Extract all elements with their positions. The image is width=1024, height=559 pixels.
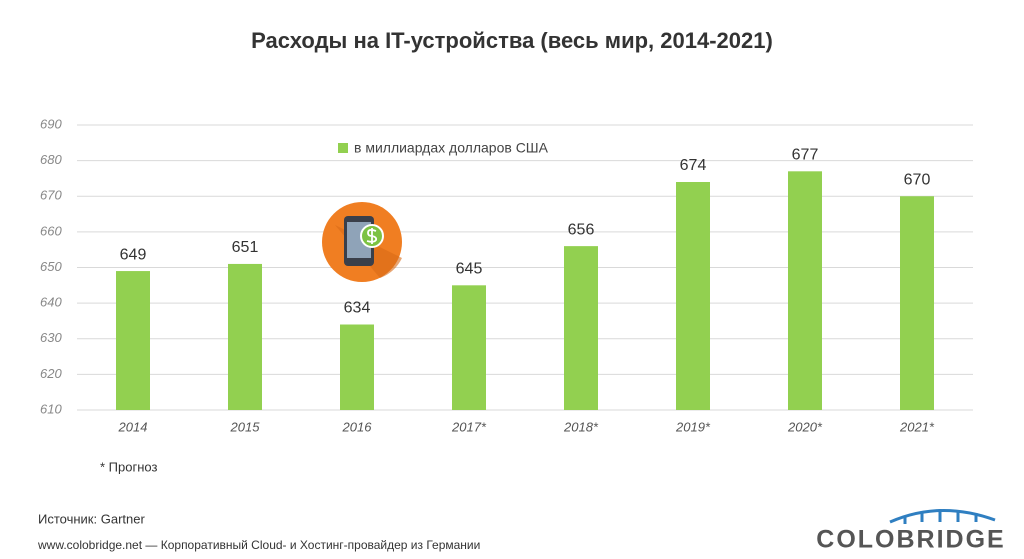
value-label: 634 <box>344 300 371 317</box>
y-tick-label: 640 <box>40 295 62 310</box>
phone-icon <box>322 202 402 282</box>
bar <box>900 196 934 410</box>
legend-swatch <box>338 143 348 153</box>
x-tick-label: 2016 <box>342 419 373 434</box>
chart-title: Расходы на IT-устройства (весь мир, 2014… <box>251 28 773 53</box>
legend-label: в миллиардах долларов США <box>354 140 549 156</box>
value-label: 670 <box>904 171 931 188</box>
bar <box>452 285 486 410</box>
bar <box>788 171 822 410</box>
x-tick-label: 2021* <box>899 419 935 434</box>
value-label: 649 <box>120 246 147 263</box>
value-label: 651 <box>232 239 259 256</box>
footer: www.colobridge.net — Корпоративный Cloud… <box>37 538 480 552</box>
x-tick-label: 2018* <box>563 419 599 434</box>
y-tick-label: 610 <box>40 401 62 416</box>
footnote: * Прогноз <box>100 459 157 474</box>
bar <box>116 271 150 410</box>
y-tick-label: 680 <box>40 152 62 167</box>
y-tick-label: 670 <box>40 188 62 203</box>
logo: COLOBRIDGE <box>816 526 1005 554</box>
logo-arcs <box>889 508 996 524</box>
x-tick-label: 2014 <box>118 419 148 434</box>
x-tick-label: 2020* <box>787 419 823 434</box>
x-tick-label: 2015 <box>230 419 261 434</box>
value-label: 656 <box>568 221 595 238</box>
y-tick-label: 690 <box>40 116 62 131</box>
x-tick-label: 2017* <box>451 419 487 434</box>
bar <box>564 246 598 410</box>
y-tick-label: 620 <box>40 366 62 381</box>
x-tick-label: 2019* <box>675 419 711 434</box>
value-label: 674 <box>680 157 707 174</box>
y-tick-label: 650 <box>40 259 62 274</box>
y-tick-label: 660 <box>40 223 62 238</box>
bar <box>228 263 262 410</box>
bar <box>340 324 374 410</box>
value-label: 645 <box>456 261 483 278</box>
source: Источник: Gartner <box>38 511 145 526</box>
y-tick-label: 630 <box>40 330 62 345</box>
bar <box>676 182 710 410</box>
value-label: 677 <box>792 147 819 164</box>
